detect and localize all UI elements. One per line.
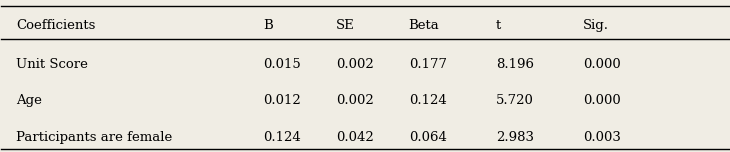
Text: Beta: Beta — [409, 19, 439, 32]
Text: 8.196: 8.196 — [496, 58, 534, 71]
Text: SE: SE — [336, 19, 355, 32]
Text: 0.042: 0.042 — [336, 131, 374, 144]
Text: 0.002: 0.002 — [336, 58, 374, 71]
Text: 0.124: 0.124 — [409, 94, 446, 107]
Text: Age: Age — [16, 94, 42, 107]
Text: Coefficients: Coefficients — [16, 19, 96, 32]
Text: 0.064: 0.064 — [409, 131, 447, 144]
Text: t: t — [496, 19, 502, 32]
Text: 0.012: 0.012 — [264, 94, 301, 107]
Text: 0.177: 0.177 — [409, 58, 447, 71]
Text: Unit Score: Unit Score — [16, 58, 88, 71]
Text: 0.003: 0.003 — [583, 131, 621, 144]
Text: 2.983: 2.983 — [496, 131, 534, 144]
Text: 0.002: 0.002 — [336, 94, 374, 107]
Text: 0.000: 0.000 — [583, 94, 621, 107]
Text: 5.720: 5.720 — [496, 94, 534, 107]
Text: 0.124: 0.124 — [264, 131, 301, 144]
Text: 0.015: 0.015 — [264, 58, 301, 71]
Text: B: B — [264, 19, 273, 32]
Text: 0.000: 0.000 — [583, 58, 621, 71]
Text: Participants are female: Participants are female — [16, 131, 172, 144]
Text: Sig.: Sig. — [583, 19, 609, 32]
